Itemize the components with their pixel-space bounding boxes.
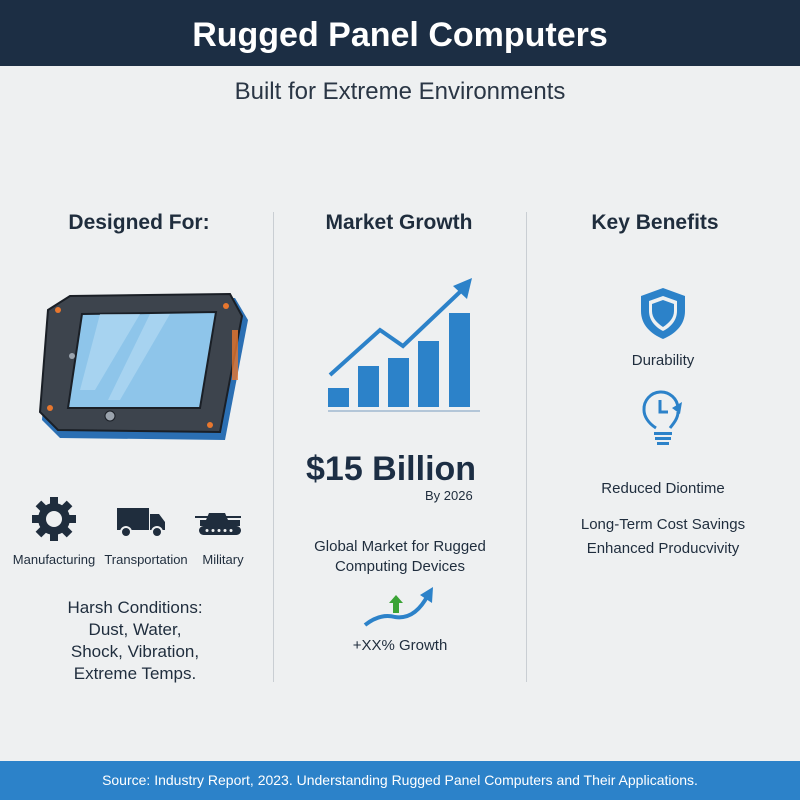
- growth-bar-chart-icon: [328, 278, 480, 412]
- truck-icon: [117, 508, 165, 538]
- column-divider: [273, 212, 274, 682]
- bar: [358, 366, 379, 407]
- bar: [449, 313, 470, 407]
- growth-arrow-icon: [363, 587, 433, 627]
- market-year: By 2026: [425, 488, 473, 503]
- industry-label-military: Military: [202, 552, 244, 567]
- conditions-line: Dust, Water,: [88, 620, 182, 639]
- market-value: $15 Billion: [306, 450, 477, 488]
- gear-icon: [32, 497, 76, 541]
- conditions-line: Extreme Temps.: [73, 664, 197, 683]
- trend-line: [328, 288, 464, 377]
- industry-label-manufacturing: Manufacturing: [12, 552, 96, 567]
- description-line: Global Market for Rugged: [314, 538, 486, 555]
- growth-percentage: +XX% Growth: [352, 637, 448, 654]
- bar: [388, 358, 409, 407]
- benefit-reduced-downtime: Reduced Diontime: [601, 480, 725, 497]
- market-description: Global Market for Rugged Computing Devic…: [290, 537, 510, 577]
- key-benefits-heading: Key Benefits: [591, 211, 719, 234]
- source-footer: Source: Industry Report, 2023. Understan…: [0, 761, 800, 800]
- description-line: Computing Devices: [334, 558, 466, 575]
- harsh-conditions: Harsh Conditions: Dust, Water, Shock, Vi…: [30, 597, 240, 685]
- subtitle: Built for Extreme Environments: [234, 78, 566, 105]
- shield-icon: [641, 288, 685, 339]
- benefit-cost-savings: Long-Term Cost Savings: [580, 516, 746, 533]
- market-growth-heading: Market Growth: [325, 211, 473, 234]
- conditions-line: Harsh Conditions:: [67, 598, 203, 617]
- conditions-line: Shock, Vibration,: [70, 642, 200, 661]
- column-divider: [526, 212, 527, 682]
- page-title: Rugged Panel Computers: [0, 0, 800, 66]
- tank-icon: [195, 513, 241, 535]
- bar: [418, 341, 439, 407]
- designed-for-heading: Designed For:: [68, 211, 210, 234]
- lightbulb-clock-icon: [642, 390, 682, 445]
- benefit-durability: Durability: [631, 352, 695, 369]
- bar: [328, 388, 349, 407]
- arrow-head-icon: [453, 278, 472, 299]
- industry-label-transportation: Transportation: [104, 552, 188, 567]
- benefit-productivity: Enhanced Producvivity: [586, 540, 740, 557]
- rugged-tablet-illustration: [38, 292, 248, 440]
